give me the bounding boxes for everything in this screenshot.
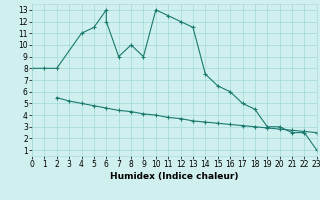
X-axis label: Humidex (Indice chaleur): Humidex (Indice chaleur): [110, 172, 239, 181]
